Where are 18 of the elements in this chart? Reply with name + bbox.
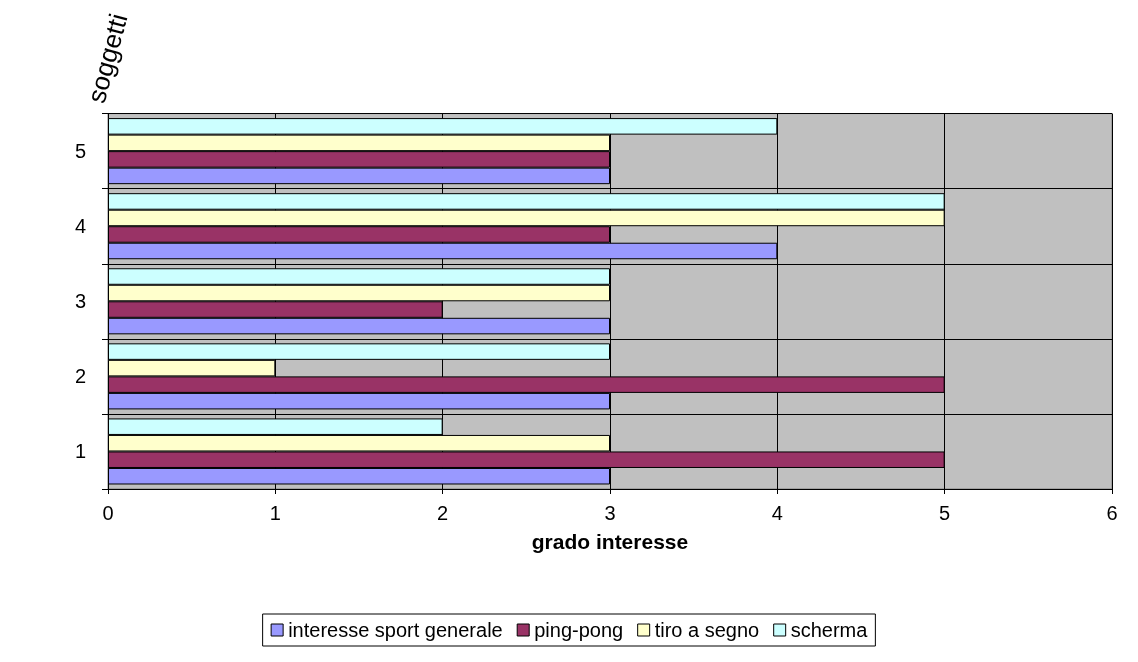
y-axis-title: soggetti bbox=[80, 10, 134, 107]
x-tick-label: 6 bbox=[1106, 502, 1118, 524]
x-axis-title: grado interesse bbox=[531, 530, 689, 553]
y-tick-label: 1 bbox=[74, 440, 86, 463]
y-tick-label: 5 bbox=[74, 140, 86, 163]
x-tick-label: 1 bbox=[269, 502, 281, 524]
legend-label: tiro a segno bbox=[654, 619, 760, 641]
y-tick-label: 2 bbox=[74, 365, 86, 388]
legend-label: interesse sport generale bbox=[288, 619, 503, 641]
y-tick-label: 4 bbox=[74, 215, 86, 238]
x-tick-label: 4 bbox=[771, 502, 783, 524]
y-tick-label: 3 bbox=[74, 290, 86, 313]
x-tick-label: 5 bbox=[939, 502, 951, 524]
legend-label: scherma bbox=[790, 619, 869, 641]
legend-label: ping-pong bbox=[534, 619, 624, 641]
x-tick-label: 2 bbox=[437, 502, 449, 524]
x-tick-label: 0 bbox=[102, 502, 114, 524]
x-tick-label: 3 bbox=[604, 502, 616, 524]
